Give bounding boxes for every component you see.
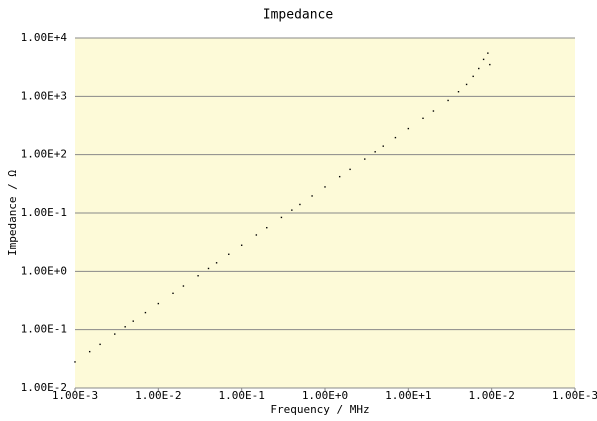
- x-tick-label: 1.00E-2: [135, 389, 181, 402]
- y-tick-label: 1.00E-1: [21, 323, 67, 336]
- x-tick-label: 1.00E+0: [302, 389, 348, 402]
- data-point: [364, 158, 366, 160]
- data-point: [124, 326, 126, 328]
- data-point: [215, 262, 218, 264]
- data-point: [99, 343, 101, 346]
- data-point: [374, 151, 376, 153]
- data-point: [457, 91, 460, 93]
- data-point: [487, 52, 489, 54]
- data-point: [465, 83, 468, 86]
- data-point: [338, 175, 341, 178]
- x-tick-label: 1.00E-3: [52, 389, 98, 402]
- data-point: [489, 63, 491, 66]
- data-point: [407, 127, 410, 130]
- data-point: [447, 99, 449, 102]
- data-point: [132, 320, 134, 322]
- data-point: [228, 253, 230, 255]
- data-point: [197, 275, 199, 277]
- data-point: [482, 58, 485, 61]
- data-point: [311, 195, 313, 197]
- data-point: [422, 117, 424, 120]
- data-point: [349, 168, 351, 171]
- y-tick-label: 1.00E+2: [21, 148, 67, 161]
- data-point: [144, 311, 147, 314]
- data-point: [394, 136, 397, 139]
- data-point: [88, 350, 91, 353]
- y-tick-label: 1.00E-2: [21, 381, 67, 394]
- y-tick-label: 1.00E+3: [21, 89, 67, 102]
- y-axis-label: Impedance / Ω: [6, 170, 19, 256]
- data-point: [255, 234, 258, 236]
- y-tick-label: 1.00E+4: [21, 31, 68, 44]
- x-tick-label: 1.00E-2: [468, 389, 514, 402]
- data-point: [382, 145, 384, 147]
- data-point: [280, 216, 283, 219]
- data-point: [291, 209, 293, 211]
- data-point: [432, 110, 435, 112]
- data-point: [114, 333, 116, 335]
- data-point: [74, 361, 76, 363]
- data-point: [182, 285, 185, 287]
- data-point: [299, 203, 301, 206]
- chart-title: Impedance: [263, 8, 334, 23]
- y-tick-label: 1.00E-1: [21, 206, 67, 219]
- data-point: [207, 267, 210, 270]
- data-point: [324, 186, 326, 188]
- x-axis-label: Frequency / MHz: [270, 403, 369, 416]
- data-point: [478, 67, 480, 70]
- data-point: [157, 302, 160, 305]
- x-tick-label: 1.00E-1: [218, 389, 264, 402]
- data-point: [472, 75, 474, 78]
- x-tick-label: 1.00E+1: [385, 389, 431, 402]
- data-point: [240, 244, 243, 246]
- data-point: [266, 226, 268, 229]
- y-tick-label: 1.00E+0: [21, 264, 67, 277]
- x-tick-label: 1.00E-3: [552, 389, 597, 402]
- data-point: [172, 292, 174, 295]
